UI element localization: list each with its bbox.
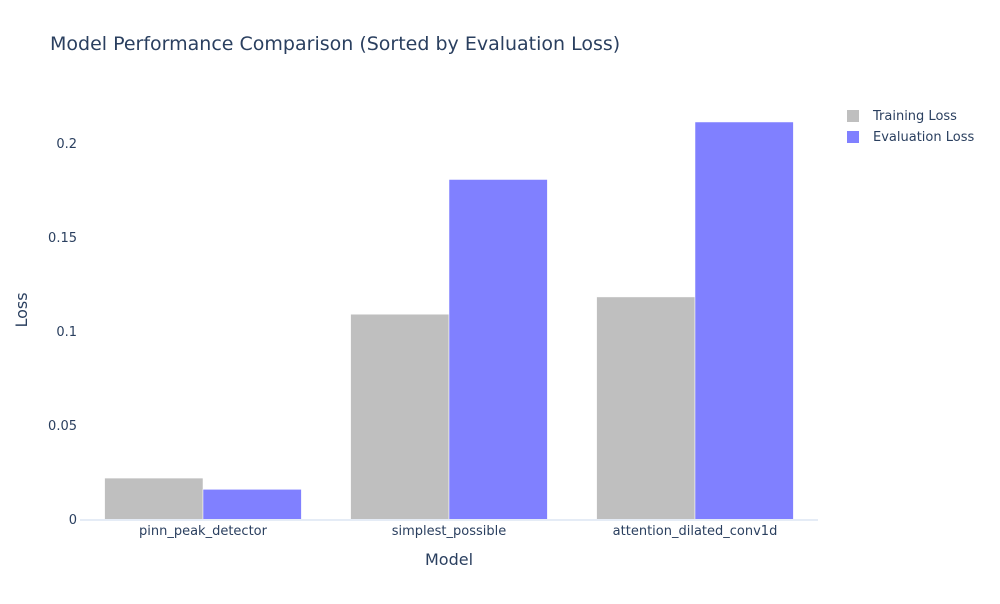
chart-title: Model Performance Comparison (Sorted by …: [50, 33, 620, 55]
bar-training-simplest-possible: [350, 313, 450, 521]
y-axis-title: Loss: [12, 292, 31, 327]
y-tick-label: 0.15: [48, 231, 77, 246]
bar-evaluation-pinn-peak-detector: [202, 489, 302, 521]
legend: Training Loss Evaluation Loss: [847, 109, 974, 145]
bars-layer: [104, 121, 794, 521]
bar-evaluation-attention-dilated-conv1d: [694, 121, 794, 521]
bar-evaluation-simplest-possible: [448, 179, 548, 521]
y-tick-label: 0.05: [48, 419, 77, 434]
x-tick-label: simplest_possible: [392, 524, 507, 539]
legend-label-evaluation[interactable]: Evaluation Loss: [873, 130, 974, 145]
y-axis-ticks: 0 0.05 0.1 0.15 0.2: [48, 137, 77, 528]
y-tick-label: 0.2: [56, 137, 77, 152]
legend-swatch-training[interactable]: [847, 110, 859, 122]
y-tick-label: 0: [69, 513, 77, 528]
bar-training-pinn-peak-detector: [104, 477, 204, 521]
x-axis-ticks: pinn_peak_detector simplest_possible atten…: [139, 524, 777, 539]
bar-training-attention-dilated-conv1d: [596, 296, 696, 521]
legend-label-training[interactable]: Training Loss: [872, 109, 957, 124]
x-tick-label: pinn_peak_detector: [139, 524, 268, 539]
legend-swatch-evaluation[interactable]: [847, 131, 859, 143]
y-tick-label: 0.1: [56, 325, 77, 340]
x-axis-title: Model: [425, 550, 473, 569]
x-tick-label: attention_dilated_conv1d: [613, 524, 778, 539]
